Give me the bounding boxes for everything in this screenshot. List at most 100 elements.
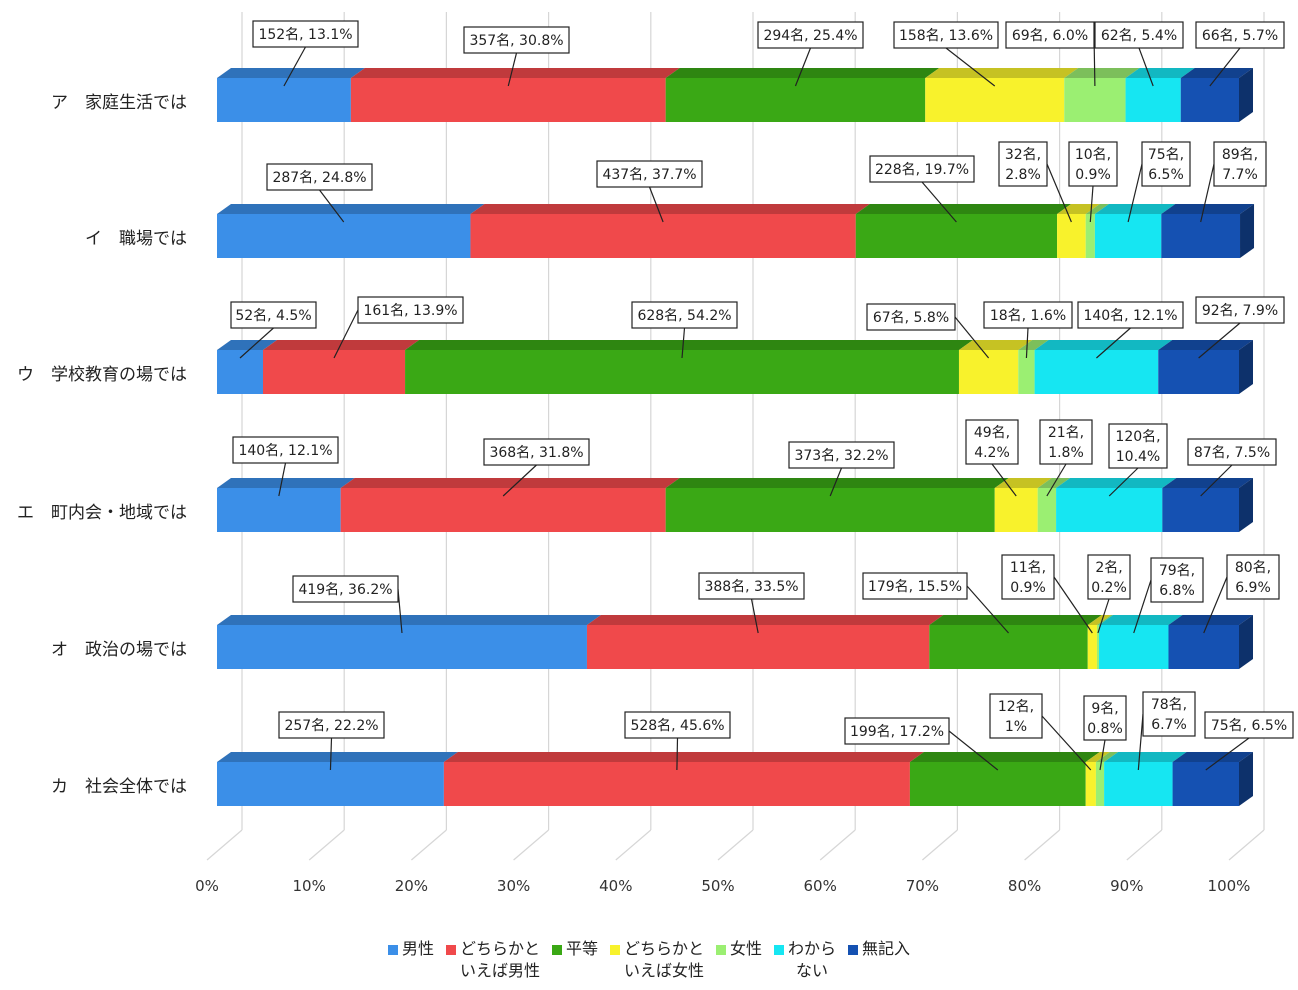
x-axis-ticks: 0% 10% 20% 30% 40% 50% 60% 70% 80% 90% 100% xyxy=(195,877,1250,895)
svg-text:0.8%: 0.8% xyxy=(1087,721,1123,737)
bar-segment xyxy=(665,478,1009,532)
svg-text:357名, 30.8%: 357名, 30.8% xyxy=(469,33,563,49)
legend-swatch xyxy=(445,945,456,955)
data-label: 388名, 33.5% xyxy=(698,572,805,634)
svg-text:87名, 7.5%: 87名, 7.5% xyxy=(1194,445,1270,461)
category-label: エ 町内会・地域では xyxy=(17,503,187,523)
x-tick-label: 20% xyxy=(395,877,428,895)
category-label: オ 政治の場では xyxy=(51,640,187,660)
bar-segment xyxy=(217,615,601,669)
category-label: カ 社会全体では xyxy=(51,777,187,797)
data-label: 368名, 31.8% xyxy=(483,438,590,497)
data-label: 12名, 1% xyxy=(989,693,1092,771)
data-label: 294名, 25.4% xyxy=(757,21,864,87)
bar-segment xyxy=(350,68,680,122)
bar-end-face xyxy=(1239,478,1253,532)
bar-segment xyxy=(217,340,277,394)
legend-label: わから ない xyxy=(788,939,837,980)
x-tick-label: 0% xyxy=(195,877,219,895)
bar-end-face xyxy=(1239,615,1253,669)
data-label: 75名, 6.5% xyxy=(1204,711,1294,771)
bar-end-face xyxy=(1239,752,1253,806)
svg-text:120名,: 120名, xyxy=(1115,429,1160,445)
svg-text:0.9%: 0.9% xyxy=(1075,167,1111,183)
svg-text:1.8%: 1.8% xyxy=(1048,445,1084,461)
data-label: 92名, 7.9% xyxy=(1195,296,1285,359)
svg-text:10.4%: 10.4% xyxy=(1116,449,1160,465)
svg-text:419名, 36.2%: 419名, 36.2% xyxy=(298,582,392,598)
bar-segment xyxy=(855,204,1072,258)
svg-text:158名, 13.6%: 158名, 13.6% xyxy=(899,28,993,44)
legend-swatch xyxy=(387,945,398,955)
svg-text:628名, 54.2%: 628名, 54.2% xyxy=(637,308,731,324)
bar-segment xyxy=(586,615,944,669)
svg-text:49名,: 49名, xyxy=(974,425,1010,441)
legend-swatch xyxy=(609,945,620,955)
legend-item: 無記入 xyxy=(848,938,910,982)
gridline-floor xyxy=(206,829,243,861)
svg-text:437名, 37.7%: 437名, 37.7% xyxy=(602,167,696,183)
data-label: 79名, 6.8% xyxy=(1133,557,1204,634)
gridline-floor xyxy=(411,829,447,861)
bar-segment xyxy=(1087,615,1111,669)
legend-swatch xyxy=(716,945,726,955)
svg-text:140名, 12.1%: 140名, 12.1% xyxy=(238,443,332,459)
data-label: 21名, 1.8% xyxy=(1039,419,1093,497)
x-tick-label: 90% xyxy=(1110,877,1143,895)
data-label: 62名, 5.4% xyxy=(1094,21,1184,87)
data-label: 80名, 6.9% xyxy=(1203,554,1280,634)
gridline-floor xyxy=(615,829,652,861)
data-label: 11名, 0.9% xyxy=(1001,554,1093,634)
category-label: ア 家庭生活では xyxy=(51,93,187,113)
svg-text:66名, 5.7%: 66名, 5.7% xyxy=(1202,28,1278,44)
data-label: 158名, 13.6% xyxy=(893,21,999,87)
svg-text:2名,: 2名, xyxy=(1095,560,1122,576)
svg-text:67名, 5.8%: 67名, 5.8% xyxy=(873,310,949,326)
svg-text:528名, 45.6%: 528名, 45.6% xyxy=(630,718,724,734)
svg-text:373名, 32.2%: 373名, 32.2% xyxy=(794,448,888,464)
svg-text:10名,: 10名, xyxy=(1075,147,1111,163)
bar-segment xyxy=(1034,340,1173,394)
svg-text:228名, 19.7%: 228名, 19.7% xyxy=(875,162,969,178)
data-label: 161名, 13.9% xyxy=(333,296,464,359)
svg-text:1%: 1% xyxy=(1005,719,1027,735)
data-label: 69名, 6.0% xyxy=(1005,21,1096,87)
svg-text:6.5%: 6.5% xyxy=(1148,167,1184,183)
svg-text:75名,: 75名, xyxy=(1148,147,1184,163)
data-label-callouts: 152名, 13.1% 357名, 30.8% 294名, 25.4% 158名, 1… xyxy=(230,20,1294,771)
svg-text:78名,: 78名, xyxy=(1151,697,1187,713)
gridline-floor xyxy=(1228,829,1265,861)
svg-text:2.8%: 2.8% xyxy=(1005,167,1041,183)
data-label: 9名, 0.8% xyxy=(1083,695,1127,771)
gridline-floor xyxy=(1024,829,1060,861)
bar-segment xyxy=(1056,478,1177,532)
bar-end-face xyxy=(1240,204,1255,258)
x-tick-label: 10% xyxy=(293,877,326,895)
bar-segment xyxy=(1158,340,1253,394)
x-tick-label: 30% xyxy=(497,877,530,895)
svg-text:161名, 13.9%: 161名, 13.9% xyxy=(363,303,457,319)
bar-segment xyxy=(1037,478,1071,532)
legend-label: 女性 xyxy=(730,939,763,958)
bar-segment xyxy=(925,68,1079,122)
data-label: 437名, 37.7% xyxy=(596,160,703,223)
x-tick-label: 100% xyxy=(1208,877,1251,895)
data-label: 228名, 19.7% xyxy=(869,155,975,223)
legend-item: どちらかと いえば女性 xyxy=(609,938,704,982)
legend: 男性 どちらかと いえば男性 平等 どちらかと いえば女性 女性 わから ない 無記入 xyxy=(0,938,1298,982)
bar-segment xyxy=(217,478,355,532)
legend-swatch xyxy=(551,945,562,955)
data-label: 75名, 6.5% xyxy=(1127,141,1191,223)
data-label: 152名, 13.1% xyxy=(252,20,359,87)
svg-text:388名, 33.5%: 388名, 33.5% xyxy=(704,579,798,595)
legend-item: 女性 xyxy=(716,938,762,982)
svg-text:7.7%: 7.7% xyxy=(1222,167,1258,183)
x-tick-label: 50% xyxy=(701,877,734,895)
bar-segment xyxy=(1098,615,1183,669)
svg-text:21名,: 21名, xyxy=(1048,425,1084,441)
data-label: 52名, 4.5% xyxy=(230,301,317,359)
legend-label: どちらかと いえば男性 xyxy=(459,939,540,980)
legend-label: 無記入 xyxy=(862,939,911,958)
bar-segment xyxy=(262,340,420,394)
